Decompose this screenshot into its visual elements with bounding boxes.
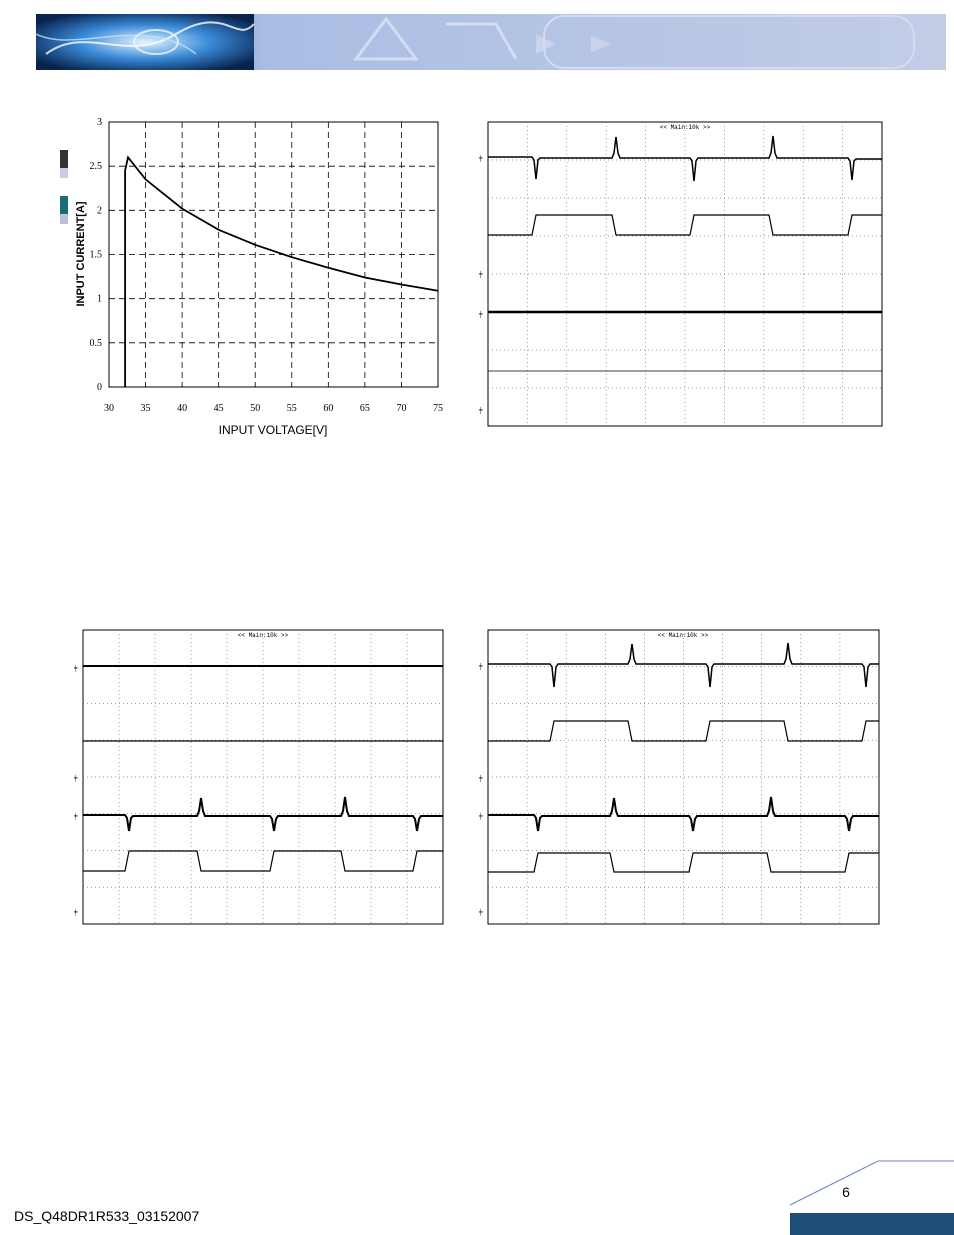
oscilloscope-capture-1: << Main:10k >> ╪ ╪ ╪ ╪ [476,116,886,430]
scope-screen: << Main:10k >> ╪ ╪ ╪ ╪ [478,121,883,427]
scope-header: << Main:10k >> [238,632,289,639]
y-tick-label: 0.5 [90,338,103,349]
y-tick-label: 1.5 [90,250,103,261]
x-tick-label: 40 [177,403,187,414]
scope-screen: << Main:10k >> ╪ ╪ ╪ ╪ [478,629,880,925]
series-line [124,155,439,387]
trace-3-ch2 [488,720,879,742]
svg-text:╪: ╪ [73,775,78,782]
footer-bar [790,1213,954,1235]
trace-2-ch4 [83,850,443,872]
chart-canvas: 30 35 40 45 50 55 60 65 70 75 0 0.5 1 1.5 2 2.5 3 INPUT … [52,117,443,437]
y-axis-label: INPUT CURRENT[A] [75,201,87,306]
oscilloscope-capture-2: << Main:10k >> ╪ ╪ ╪ ╪ [72,626,447,928]
svg-text:╪: ╪ [478,775,483,782]
x-tick-label: 65 [360,403,370,414]
oscilloscope-capture-3: << Main:10k >> ╪ ╪ ╪ ╪ [476,626,886,928]
scope-header: << Main:10k >> [660,124,711,131]
scope-screen: << Main:10k >> ╪ ╪ ╪ ╪ [73,629,444,925]
page-number: 6 [842,1184,850,1200]
svg-text:╪: ╪ [478,271,483,278]
input-characteristic-chart: 30 35 40 45 50 55 60 65 70 75 0 0.5 1 1.5 2 2.5 3 INPUT … [52,110,460,445]
document-id: DS_Q48DR1R533_03152007 [14,1208,200,1224]
header-banner [36,14,946,70]
svg-text:╪: ╪ [73,665,78,672]
y-tick-label: 0 [97,382,102,393]
x-tick-label: 70 [396,403,406,414]
x-tick-label: 55 [287,403,297,414]
y-tick-label: 2.5 [90,161,103,172]
x-tick-label: 35 [141,403,151,414]
x-tick-label: 60 [323,403,333,414]
x-tick-label: 50 [250,403,260,414]
trace-3-ch4 [488,852,879,873]
x-tick-label: 45 [214,403,224,414]
trace-3-ch3 [488,796,879,832]
x-axis-label: INPUT VOLTAGE[V] [219,423,328,437]
trace-1-ch1 [488,135,882,182]
y-tick-label: 3 [97,117,102,128]
banner-graphic [36,14,946,70]
svg-text:╪: ╪ [73,909,78,916]
svg-text:╪: ╪ [478,813,483,820]
svg-text:╪: ╪ [478,407,483,414]
svg-text:╪: ╪ [478,663,483,670]
legend-swatch-dark [52,150,68,168]
trace-1-ch2 [488,214,882,236]
footer-decoration [789,1160,954,1235]
trace-2-ch3 [83,796,443,832]
x-tick-label: 75 [433,403,443,414]
y-tick-label: 2 [97,205,102,216]
y-tick-label: 1 [97,294,102,305]
svg-text:╪: ╪ [478,311,483,318]
legend-swatch-teal [52,196,68,214]
svg-text:╪: ╪ [73,813,78,820]
svg-text:╪: ╪ [478,909,483,916]
legend-swatch-light-2 [52,214,68,224]
trace-3-ch1 [488,642,879,688]
scope-header: << Main:10k >> [658,632,709,639]
svg-text:╪: ╪ [478,155,483,162]
legend-swatch-light [52,168,68,178]
x-tick-label: 30 [104,403,114,414]
